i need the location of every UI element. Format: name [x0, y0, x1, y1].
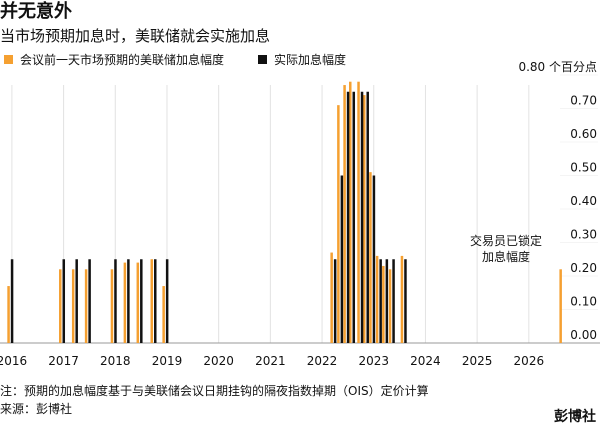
y-tick-label: 0.10	[570, 295, 597, 309]
bar	[7, 286, 10, 343]
x-tick-label: 2022	[307, 354, 338, 368]
bar	[559, 269, 562, 343]
x-tick-label: 2021	[255, 354, 286, 368]
bar	[71, 269, 75, 343]
bar	[75, 259, 78, 343]
bar	[162, 286, 165, 343]
x-tick-label: 2016	[0, 354, 27, 368]
legend-swatch	[4, 55, 13, 64]
bar	[357, 81, 360, 343]
y-tick-label: 0.00	[570, 328, 597, 342]
chart-title: 并无意外	[0, 0, 72, 22]
x-tick-label: 2023	[358, 354, 389, 368]
bar	[360, 91, 364, 343]
chart-subtitle: 当市场预期加息时，美联储就会实施加息	[0, 27, 270, 45]
bar	[59, 269, 62, 343]
bar	[349, 81, 352, 343]
bar	[400, 255, 404, 343]
bar	[404, 259, 407, 343]
source: 来源：彭博社	[0, 401, 72, 416]
bar	[114, 259, 117, 343]
x-tick-label: 2024	[410, 354, 441, 368]
bar	[330, 252, 333, 343]
bar	[340, 175, 344, 343]
bar	[88, 259, 91, 343]
bar	[140, 259, 143, 343]
x-tick-label: 2025	[462, 354, 493, 368]
x-tick-label: 2020	[203, 354, 234, 368]
bar	[392, 259, 395, 343]
y-tick-label: 0.50	[570, 161, 597, 175]
bar	[343, 85, 346, 344]
x-tick-label: 2017	[48, 354, 79, 368]
bar	[333, 259, 337, 343]
x-tick-label: 2026	[514, 354, 545, 368]
bar	[127, 259, 130, 343]
bar	[369, 172, 372, 343]
bar	[110, 269, 114, 343]
y-tick-label: 0.20	[570, 261, 597, 275]
bar	[385, 259, 389, 343]
x-tick-label: 2019	[152, 354, 183, 368]
bar	[352, 91, 356, 343]
y-tick-label: 0.70	[570, 94, 597, 108]
bar	[150, 259, 154, 343]
bar	[388, 269, 392, 343]
bar	[379, 259, 382, 343]
y-tick-label: 0.80 个百分点	[518, 60, 597, 74]
annotation: 交易员已锁定	[470, 233, 542, 248]
bar	[372, 175, 376, 343]
bar	[10, 259, 14, 343]
y-tick-label: 0.60	[570, 127, 597, 141]
bar	[136, 262, 140, 343]
annotation: 加息幅度	[482, 249, 530, 264]
brand: 彭博社	[554, 408, 596, 425]
bar	[123, 262, 127, 343]
bar	[154, 259, 157, 343]
bar	[362, 95, 366, 343]
legend-label: 实际加息幅度	[274, 52, 346, 67]
bar	[375, 255, 379, 343]
note: 注：预期的加息幅度基于与美联储会议日期挂钩的隔夜指数掉期（OIS）定价计算	[0, 383, 429, 398]
legend-label: 会议前一天市场预期的美联储加息幅度	[20, 52, 224, 67]
bar	[84, 269, 88, 343]
bar	[337, 105, 340, 344]
bar	[366, 91, 369, 343]
bar	[346, 91, 350, 343]
y-tick-label: 0.40	[570, 194, 597, 208]
bar	[62, 259, 66, 343]
legend-swatch	[258, 55, 267, 64]
bar	[165, 259, 169, 343]
bar	[382, 265, 385, 343]
y-tick-label: 0.30	[570, 228, 597, 242]
x-tick-label: 2018	[100, 354, 131, 368]
